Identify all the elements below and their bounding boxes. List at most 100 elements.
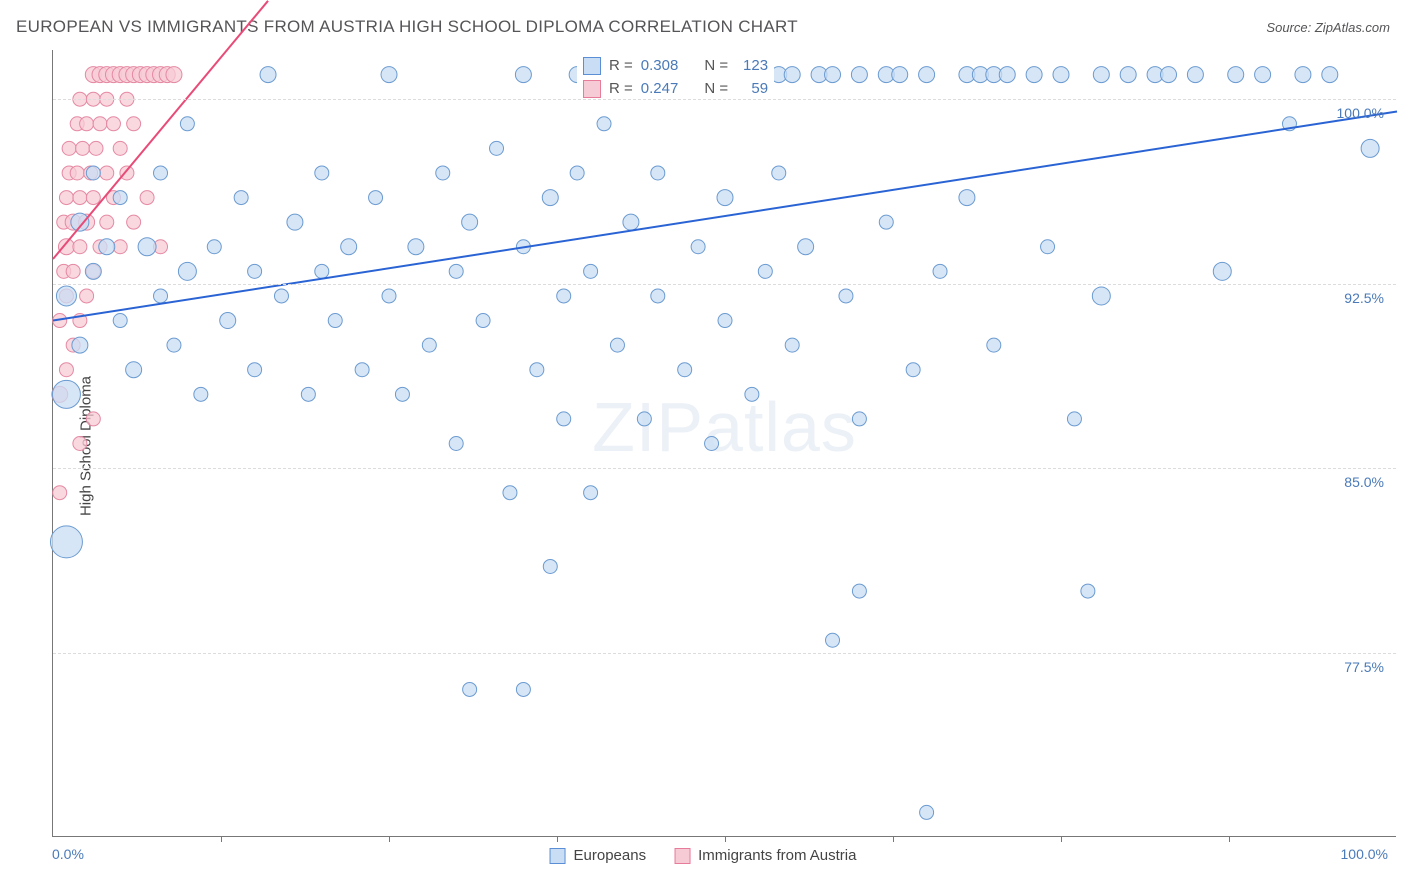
data-point bbox=[1361, 139, 1379, 157]
data-point bbox=[1026, 67, 1042, 83]
data-point bbox=[623, 214, 639, 230]
y-tick-label: 100.0% bbox=[1337, 105, 1384, 121]
data-point bbox=[826, 633, 840, 647]
data-point bbox=[462, 214, 478, 230]
data-point bbox=[570, 166, 584, 180]
data-point bbox=[194, 387, 208, 401]
data-point bbox=[1053, 67, 1069, 83]
legend-swatch bbox=[583, 80, 601, 98]
data-point bbox=[785, 338, 799, 352]
data-point bbox=[839, 289, 853, 303]
data-point bbox=[758, 264, 772, 278]
n-value: 59 bbox=[736, 78, 768, 101]
data-point bbox=[86, 412, 100, 426]
data-point bbox=[86, 166, 100, 180]
data-point bbox=[543, 559, 557, 573]
n-label: N = bbox=[704, 55, 728, 78]
data-point bbox=[745, 387, 759, 401]
data-point bbox=[58, 239, 74, 255]
data-point bbox=[449, 264, 463, 278]
data-point bbox=[906, 363, 920, 377]
data-point bbox=[50, 526, 82, 558]
data-point bbox=[315, 166, 329, 180]
r-value: 0.308 bbox=[641, 55, 679, 78]
data-point bbox=[892, 67, 908, 83]
data-point bbox=[106, 117, 120, 131]
data-point bbox=[691, 240, 705, 254]
data-point bbox=[1092, 287, 1110, 305]
data-point bbox=[449, 437, 463, 451]
data-point bbox=[56, 286, 76, 306]
data-point bbox=[463, 682, 477, 696]
data-point bbox=[610, 338, 624, 352]
data-point bbox=[86, 191, 100, 205]
data-point bbox=[76, 141, 90, 155]
data-point bbox=[328, 314, 342, 328]
legend-swatch bbox=[674, 848, 690, 864]
data-point bbox=[66, 264, 80, 278]
data-point bbox=[557, 289, 571, 303]
data-point bbox=[99, 239, 115, 255]
data-point bbox=[274, 289, 288, 303]
data-point bbox=[557, 412, 571, 426]
data-point bbox=[248, 363, 262, 377]
data-point bbox=[100, 166, 114, 180]
data-point bbox=[718, 314, 732, 328]
data-point bbox=[651, 289, 665, 303]
data-point bbox=[260, 67, 276, 83]
data-point bbox=[355, 363, 369, 377]
data-point bbox=[1081, 584, 1095, 598]
data-point bbox=[879, 215, 893, 229]
n-value: 123 bbox=[736, 55, 768, 78]
correlation-stats-box: R = 0.308 N = 123 R = 0.247 N = 59 bbox=[577, 53, 774, 102]
data-point bbox=[1067, 412, 1081, 426]
data-point bbox=[62, 141, 76, 155]
data-point bbox=[301, 387, 315, 401]
data-point bbox=[515, 67, 531, 83]
data-point bbox=[919, 67, 935, 83]
data-point bbox=[717, 190, 733, 206]
x-tick bbox=[389, 836, 390, 842]
data-point bbox=[341, 239, 357, 255]
chart-plot-area: ZIPatlas R = 0.308 N = 123 R = 0.247 N =… bbox=[52, 50, 1396, 837]
data-point bbox=[73, 240, 87, 254]
data-point bbox=[637, 412, 651, 426]
data-point bbox=[999, 67, 1015, 83]
legend-item: Immigrants from Austria bbox=[674, 847, 856, 864]
data-point bbox=[436, 166, 450, 180]
source-value: ZipAtlas.com bbox=[1315, 20, 1390, 35]
legend-swatch bbox=[550, 848, 566, 864]
x-tick bbox=[557, 836, 558, 842]
x-tick bbox=[1229, 836, 1230, 842]
x-tick bbox=[1061, 836, 1062, 842]
data-point bbox=[154, 166, 168, 180]
x-tick bbox=[893, 836, 894, 842]
gridline bbox=[53, 468, 1396, 469]
x-tick bbox=[221, 836, 222, 842]
data-point bbox=[1213, 262, 1231, 280]
gridline bbox=[53, 284, 1396, 285]
chart-container: EUROPEAN VS IMMIGRANTS FROM AUSTRIA HIGH… bbox=[0, 0, 1406, 892]
data-point bbox=[597, 117, 611, 131]
data-point bbox=[1093, 67, 1109, 83]
data-point bbox=[798, 239, 814, 255]
data-point bbox=[248, 264, 262, 278]
data-point bbox=[987, 338, 1001, 352]
data-point bbox=[381, 67, 397, 83]
data-point bbox=[59, 191, 73, 205]
data-point bbox=[85, 263, 101, 279]
r-value: 0.247 bbox=[641, 78, 679, 101]
gridline bbox=[53, 99, 1396, 100]
data-point bbox=[220, 313, 236, 329]
data-point bbox=[180, 117, 194, 131]
data-point bbox=[825, 67, 841, 83]
data-point bbox=[127, 117, 141, 131]
gridline bbox=[53, 653, 1396, 654]
data-point bbox=[52, 380, 80, 408]
data-point bbox=[113, 141, 127, 155]
data-point bbox=[127, 215, 141, 229]
data-point bbox=[315, 264, 329, 278]
data-point bbox=[100, 215, 114, 229]
header: EUROPEAN VS IMMIGRANTS FROM AUSTRIA HIGH… bbox=[16, 12, 1390, 42]
data-point bbox=[1255, 67, 1271, 83]
